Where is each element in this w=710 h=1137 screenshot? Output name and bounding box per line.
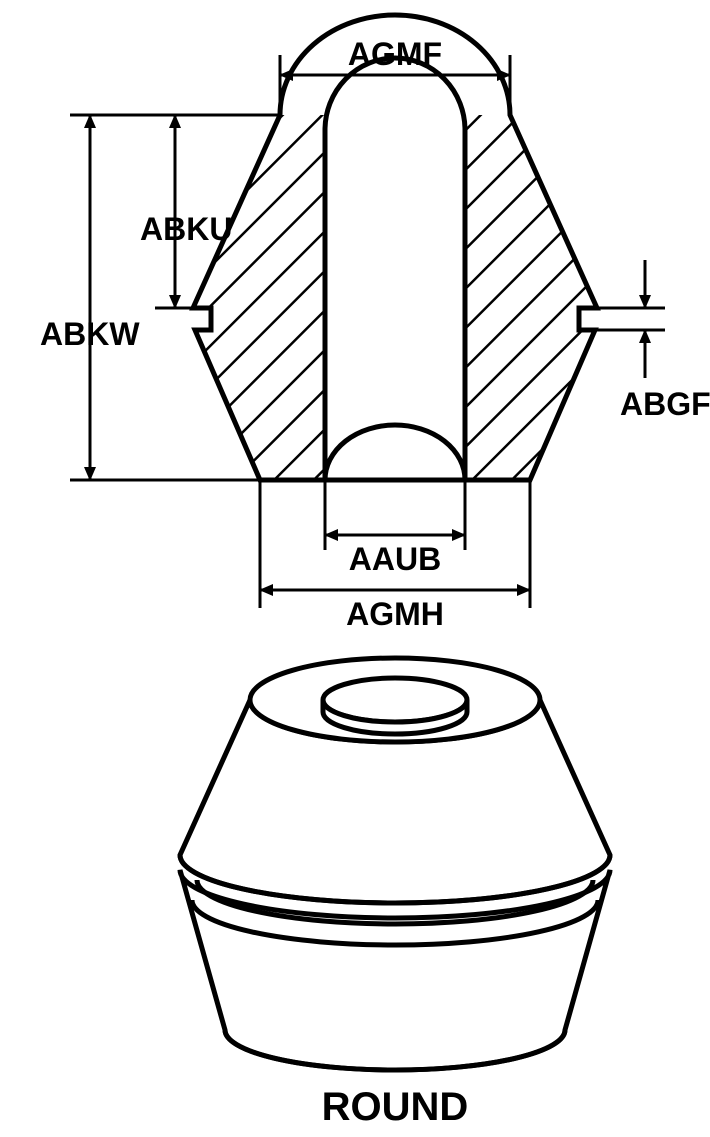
label-abkw: ABKW bbox=[40, 316, 140, 352]
label-agmf: AGMF bbox=[348, 36, 442, 72]
left-wall-hatch bbox=[193, 115, 325, 480]
caption-round: ROUND bbox=[322, 1085, 469, 1129]
label-aaub: AAUB bbox=[349, 541, 441, 577]
isometric-view bbox=[180, 658, 610, 1070]
label-agmh: AGMH bbox=[346, 596, 444, 632]
right-wall-hatch bbox=[465, 115, 597, 480]
label-abgf: ABGF bbox=[620, 386, 710, 422]
bore-outline bbox=[325, 58, 465, 480]
technical-drawing: AGMF ABKW ABKU ABGF AAUB AGMH ROUND bbox=[0, 0, 710, 1137]
label-abku: ABKU bbox=[140, 211, 232, 247]
cross-section-view bbox=[193, 15, 597, 480]
dimension-labels: AGMF ABKW ABKU ABGF AAUB AGMH bbox=[40, 36, 710, 632]
